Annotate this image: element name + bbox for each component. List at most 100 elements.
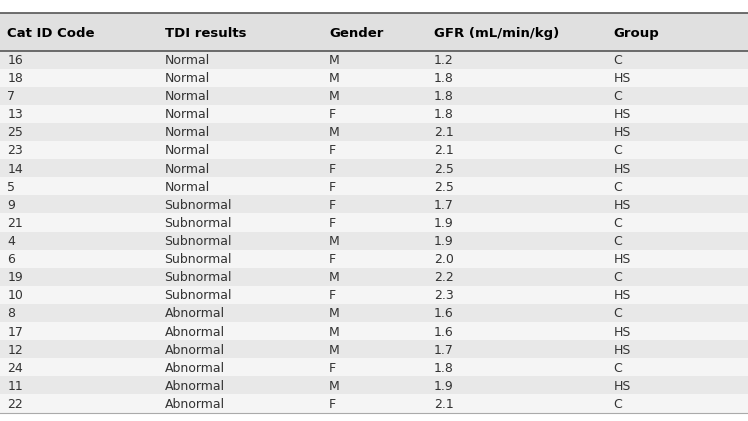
Text: 2.3: 2.3 [434,289,453,302]
Text: GFR (mL/min/kg): GFR (mL/min/kg) [434,27,559,40]
Text: Normal: Normal [165,163,209,176]
Text: Group: Group [613,27,659,40]
Text: 2.1: 2.1 [434,126,453,139]
Text: F: F [329,163,337,176]
Text: 1.8: 1.8 [434,108,454,121]
FancyBboxPatch shape [0,141,748,159]
Text: Normal: Normal [165,181,209,194]
Text: 1.7: 1.7 [434,199,454,212]
Text: Subnormal: Subnormal [165,289,232,302]
Text: M: M [329,235,340,248]
Text: F: F [329,199,337,212]
Text: HS: HS [613,380,631,393]
Text: Subnormal: Subnormal [165,217,232,230]
Text: 12: 12 [7,344,23,357]
Text: C: C [613,362,622,375]
FancyBboxPatch shape [0,177,748,195]
Text: Abnormal: Abnormal [165,344,224,357]
Text: M: M [329,72,340,85]
Text: 7: 7 [7,90,16,103]
Text: 1.6: 1.6 [434,307,453,320]
FancyBboxPatch shape [0,51,748,69]
Text: 1.6: 1.6 [434,325,453,338]
Text: C: C [613,235,622,248]
FancyBboxPatch shape [0,304,748,322]
FancyBboxPatch shape [0,250,748,268]
Text: 2.0: 2.0 [434,253,454,266]
FancyBboxPatch shape [0,376,748,394]
FancyBboxPatch shape [0,159,748,177]
Text: HS: HS [613,253,631,266]
Text: M: M [329,307,340,320]
FancyBboxPatch shape [0,268,748,286]
Text: Normal: Normal [165,72,209,85]
Text: Abnormal: Abnormal [165,380,224,393]
Text: 19: 19 [7,271,23,284]
Text: Subnormal: Subnormal [165,271,232,284]
Text: C: C [613,181,622,194]
Text: 2.2: 2.2 [434,271,453,284]
Text: M: M [329,90,340,103]
FancyBboxPatch shape [0,286,748,304]
Text: Subnormal: Subnormal [165,199,232,212]
Text: Normal: Normal [165,90,209,103]
Text: Gender: Gender [329,27,384,40]
Text: C: C [613,54,622,67]
Text: M: M [329,380,340,393]
Text: 5: 5 [7,181,16,194]
Text: C: C [613,271,622,284]
Text: F: F [329,289,337,302]
FancyBboxPatch shape [0,69,748,87]
Text: Normal: Normal [165,108,209,121]
Text: C: C [613,398,622,411]
Text: 1.8: 1.8 [434,72,454,85]
Text: C: C [613,90,622,103]
Text: 25: 25 [7,126,23,139]
Text: HS: HS [613,163,631,176]
Text: C: C [613,217,622,230]
Text: Normal: Normal [165,144,209,157]
Text: F: F [329,253,337,266]
FancyBboxPatch shape [0,340,748,358]
Text: Abnormal: Abnormal [165,325,224,338]
Text: 1.2: 1.2 [434,54,453,67]
Text: TDI results: TDI results [165,27,246,40]
Text: M: M [329,271,340,284]
Text: C: C [613,144,622,157]
Text: 22: 22 [7,398,23,411]
FancyBboxPatch shape [0,123,748,141]
Text: F: F [329,144,337,157]
FancyBboxPatch shape [0,13,748,51]
Text: F: F [329,398,337,411]
Text: HS: HS [613,289,631,302]
Text: 6: 6 [7,253,16,266]
Text: Normal: Normal [165,54,209,67]
Text: Abnormal: Abnormal [165,398,224,411]
Text: 1.9: 1.9 [434,235,453,248]
Text: 2.5: 2.5 [434,181,454,194]
Text: F: F [329,181,337,194]
Text: HS: HS [613,72,631,85]
Text: 10: 10 [7,289,23,302]
FancyBboxPatch shape [0,213,748,232]
Text: 17: 17 [7,325,23,338]
Text: Subnormal: Subnormal [165,253,232,266]
Text: 24: 24 [7,362,23,375]
Text: HS: HS [613,325,631,338]
Text: Cat ID Code: Cat ID Code [7,27,95,40]
Text: 14: 14 [7,163,23,176]
Text: Abnormal: Abnormal [165,362,224,375]
Text: 9: 9 [7,199,16,212]
FancyBboxPatch shape [0,87,748,105]
Text: M: M [329,126,340,139]
FancyBboxPatch shape [0,394,748,413]
FancyBboxPatch shape [0,358,748,376]
Text: 21: 21 [7,217,23,230]
Text: F: F [329,108,337,121]
Text: Subnormal: Subnormal [165,235,232,248]
Text: 23: 23 [7,144,23,157]
Text: 8: 8 [7,307,16,320]
Text: Normal: Normal [165,126,209,139]
FancyBboxPatch shape [0,195,748,213]
Text: 4: 4 [7,235,16,248]
